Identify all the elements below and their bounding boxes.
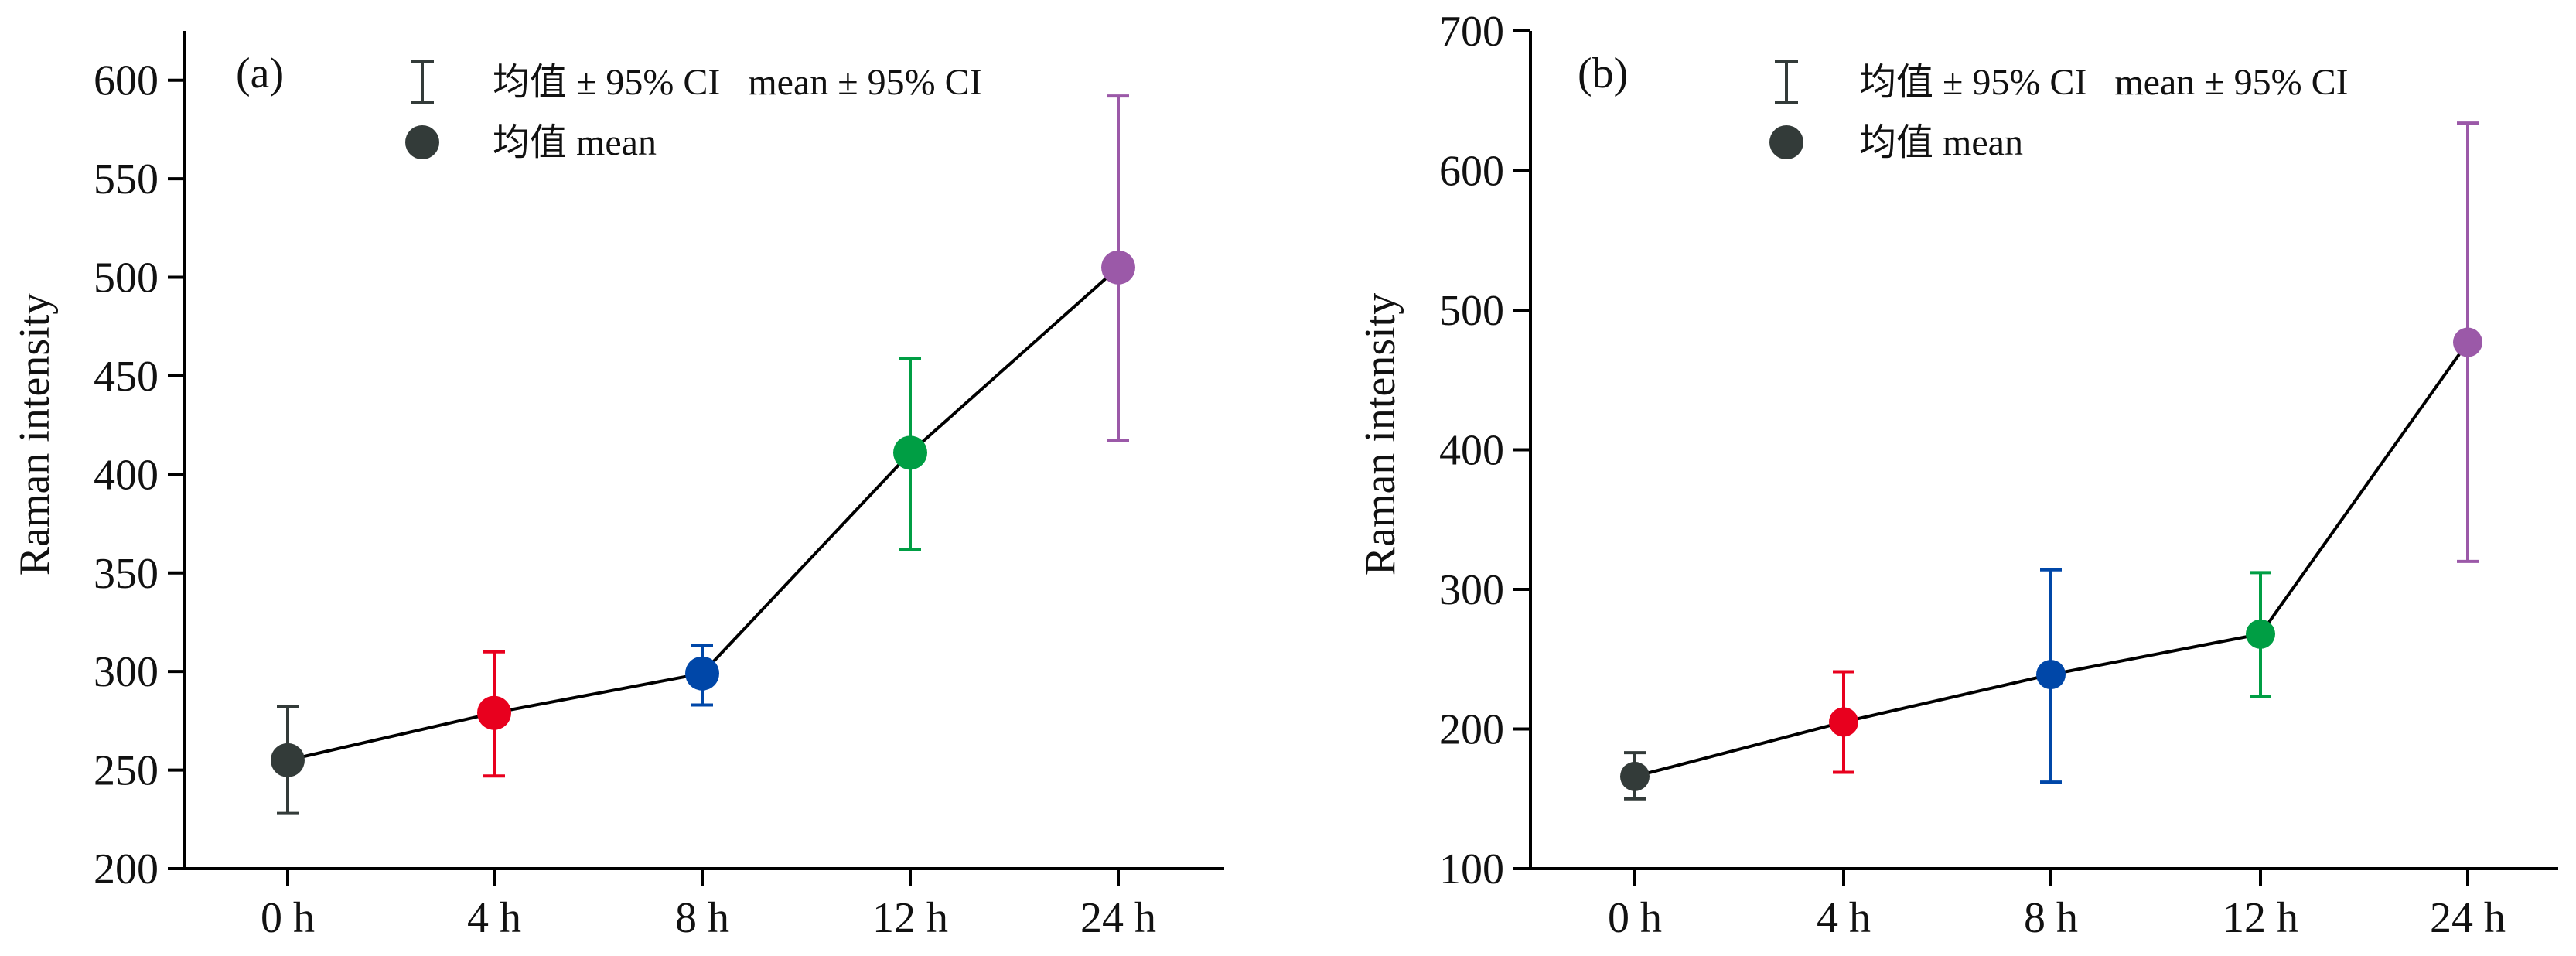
x-tick-label: 4 h [1817,894,1871,942]
y-tick-label: 100 [1439,845,1504,893]
mean-point [1829,707,1858,737]
mean-point [685,656,719,691]
x-tick-label: 12 h [872,894,948,942]
y-tick-label: 450 [94,353,159,401]
mean-point [2453,327,2482,357]
x-tick-label: 8 h [2024,894,2078,942]
y-axis-title: Raman intensity [11,293,59,576]
legend-ci-label: 均值 ± 95% CI mean ± 95% CI [493,62,982,103]
y-tick-label: 350 [94,550,159,598]
mean-point [477,695,511,730]
legend-ci-label: 均值 ± 95% CI mean ± 95% CI [1859,62,2349,103]
y-tick-label: 500 [94,254,159,302]
x-tick-label: 24 h [1080,894,1156,942]
legend-mean-marker [405,125,439,159]
chart-panel-a: 200 250 300 350 400 450 500 550 600 0 h 4 h 8 h 12 h… [11,31,1224,942]
legend: 均值 ± 95% CI mean ± 95% CI 均值 mean [405,60,982,163]
y-tick-label: 550 [94,155,159,203]
x-tick-label: 0 h [261,894,315,942]
x-tick-label: 8 h [675,894,729,942]
y-axis-title: Raman intensity [1356,293,1404,576]
chart-panel-b: 100 200 300 400 500 600 700 0 h 4 h 8 h 12 h 24 h Ra… [1356,8,2558,942]
legend-mean-label: 均值 mean [493,122,657,163]
y-tick-label: 700 [1439,8,1504,56]
legend: 均值 ± 95% CI mean ± 95% CI 均值 mean [1769,60,2349,163]
mean-point [271,743,305,777]
mean-point [2246,619,2275,649]
panel-label: (b) [1578,50,1628,97]
y-tick-label: 400 [1439,427,1504,475]
mean-point [2036,660,2066,690]
y-tick-label: 300 [94,648,159,696]
x-tick-label: 0 h [1608,894,1662,942]
y-tick-label: 200 [94,845,159,893]
legend-mean-label: 均值 mean [1859,122,2023,163]
y-tick-label: 250 [94,747,159,795]
x-tick-label: 12 h [2223,894,2298,942]
y-tick-label: 200 [1439,706,1504,754]
panel-label: (a) [236,50,284,97]
legend-mean-marker [1769,125,1803,159]
y-tick-label: 400 [94,451,159,499]
mean-point [1101,250,1135,285]
y-tick-label: 300 [1439,566,1504,614]
x-tick-label: 4 h [467,894,521,942]
mean-point [893,435,927,470]
x-tick-label: 24 h [2430,894,2506,942]
mean-point [1620,761,1650,791]
y-tick-label: 600 [94,57,159,105]
y-tick-label: 600 [1439,148,1504,196]
y-tick-label: 500 [1439,287,1504,335]
